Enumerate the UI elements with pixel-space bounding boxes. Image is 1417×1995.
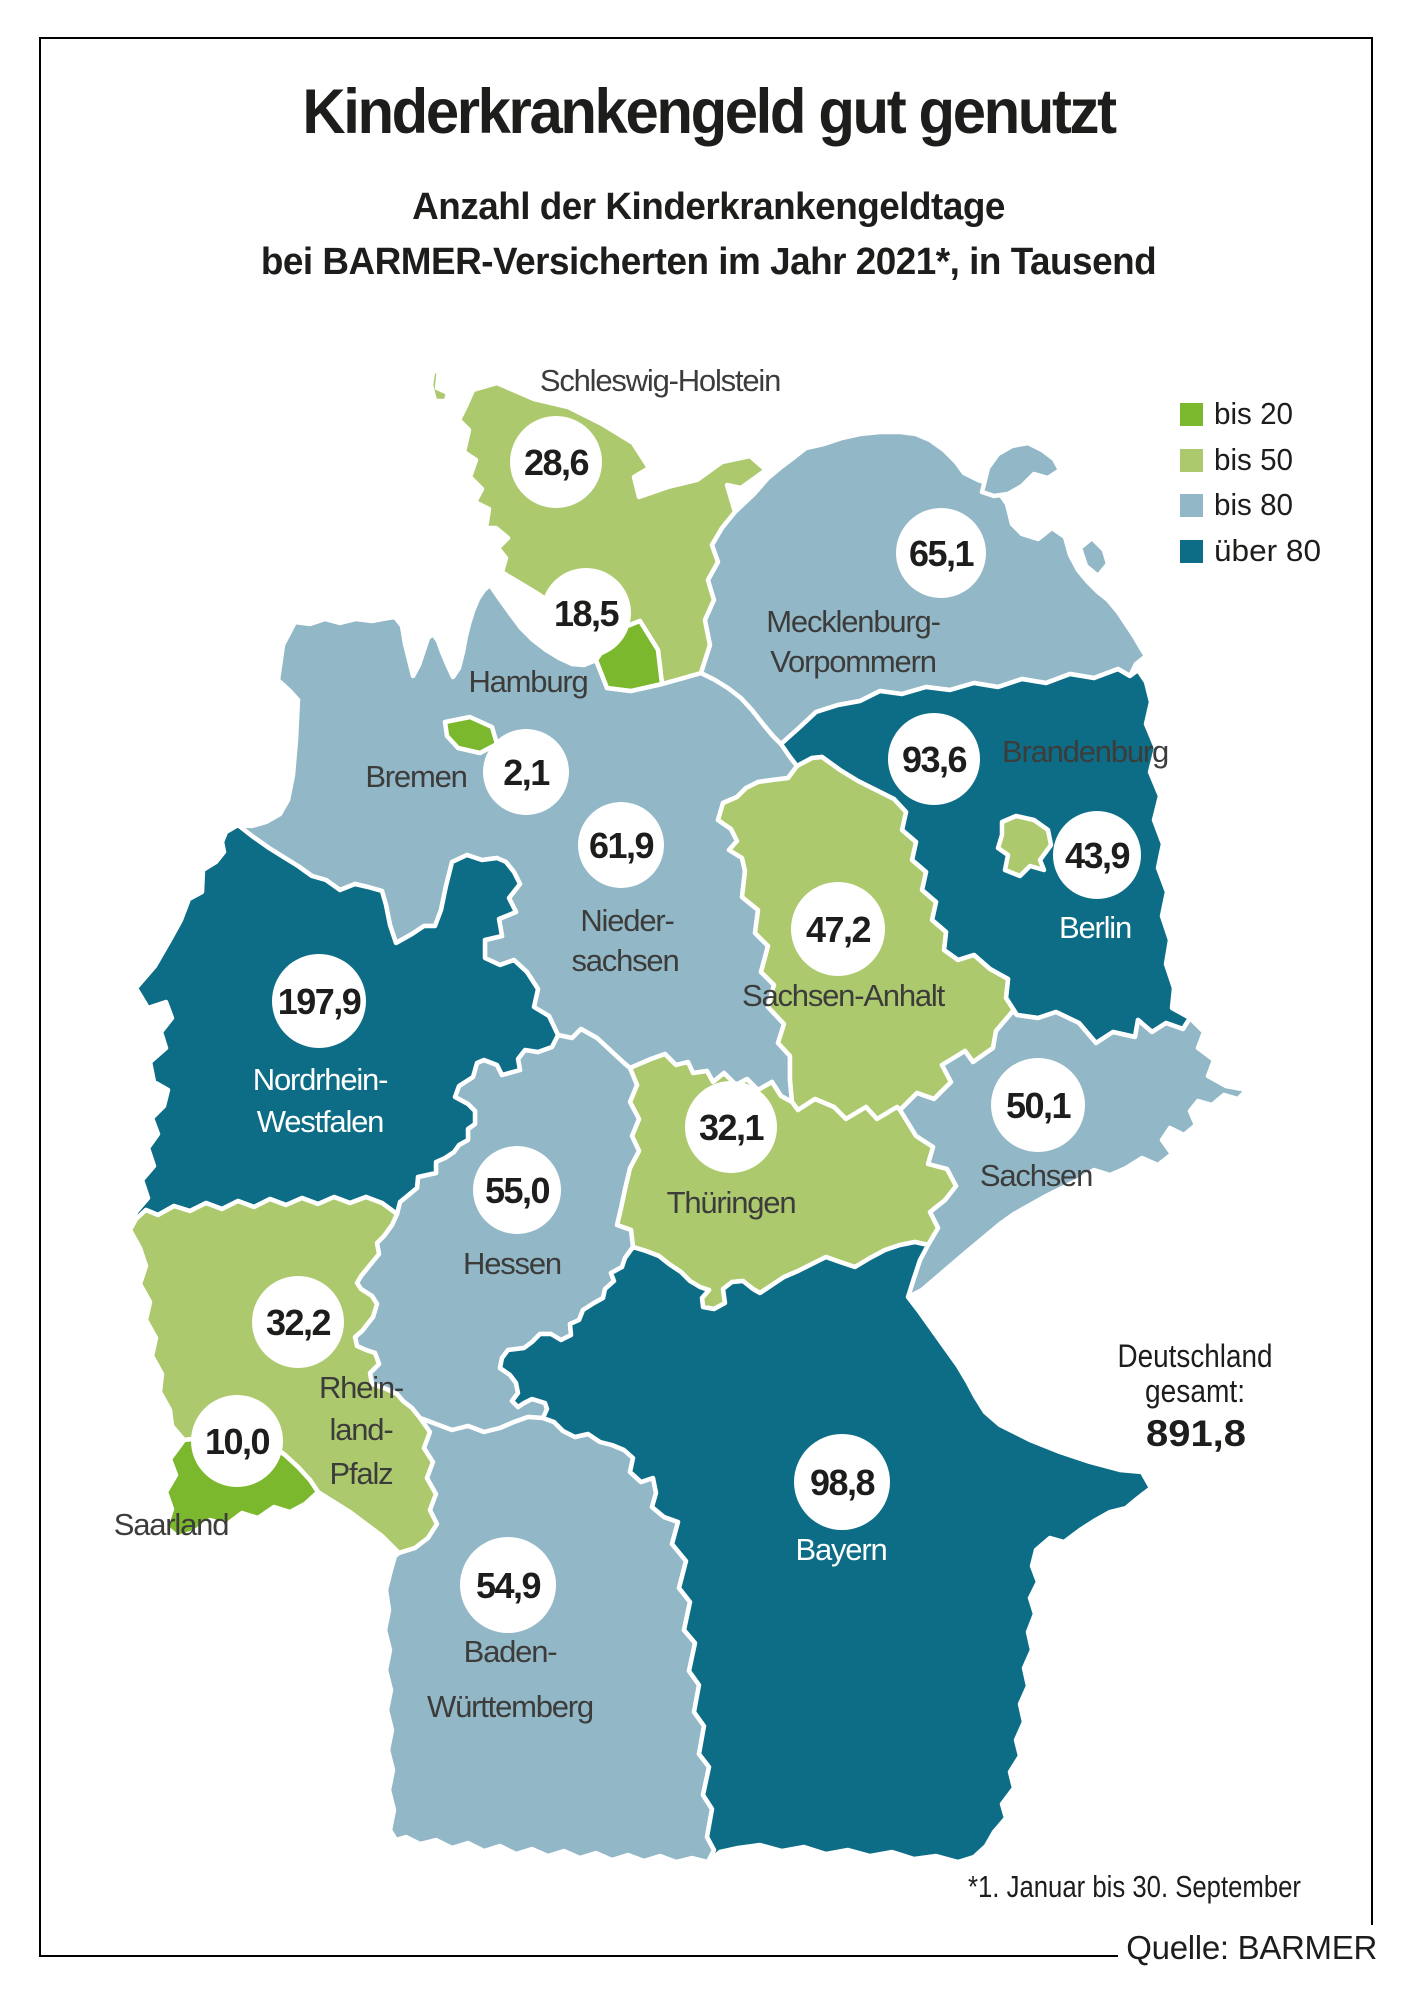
svg-text:Bremen: Bremen bbox=[365, 759, 466, 794]
svg-text:55,0: 55,0 bbox=[485, 1170, 550, 1211]
svg-text:32,2: 32,2 bbox=[266, 1302, 331, 1343]
svg-text:über 80: über 80 bbox=[1214, 533, 1321, 568]
svg-text:54,9: 54,9 bbox=[476, 1565, 541, 1606]
svg-text:93,6: 93,6 bbox=[902, 739, 967, 780]
svg-text:Thüringen: Thüringen bbox=[667, 1185, 796, 1220]
svg-text:Vorpommern: Vorpommern bbox=[770, 644, 935, 679]
svg-text:land-: land- bbox=[330, 1412, 393, 1447]
svg-text:18,5: 18,5 bbox=[554, 593, 620, 634]
svg-text:bis 20: bis 20 bbox=[1214, 396, 1293, 431]
svg-text:Bayern: Bayern bbox=[795, 1532, 886, 1567]
svg-text:Nieder-: Nieder- bbox=[580, 903, 673, 938]
svg-text:43,9: 43,9 bbox=[1065, 835, 1130, 876]
svg-text:Württemberg: Württemberg bbox=[427, 1689, 593, 1724]
svg-text:Westfalen: Westfalen bbox=[257, 1104, 383, 1139]
svg-text:Sachsen-Anhalt: Sachsen-Anhalt bbox=[742, 978, 946, 1013]
svg-text:61,9: 61,9 bbox=[589, 825, 654, 866]
svg-text:65,1: 65,1 bbox=[909, 533, 975, 574]
svg-text:Pfalz: Pfalz bbox=[330, 1456, 393, 1491]
svg-text:bis 50: bis 50 bbox=[1214, 442, 1293, 477]
svg-text:Schleswig-Holstein: Schleswig-Holstein bbox=[540, 363, 780, 398]
svg-text:Hamburg: Hamburg bbox=[468, 664, 587, 699]
svg-text:Rhein-: Rhein- bbox=[319, 1370, 403, 1405]
svg-text:*1. Januar bis 30. September: *1. Januar bis 30. September bbox=[968, 1869, 1301, 1904]
svg-text:32,1: 32,1 bbox=[699, 1107, 765, 1148]
svg-text:10,0: 10,0 bbox=[205, 1421, 270, 1462]
svg-text:2,1: 2,1 bbox=[503, 752, 550, 793]
svg-text:Hessen: Hessen bbox=[463, 1246, 561, 1281]
svg-text:28,6: 28,6 bbox=[524, 442, 589, 483]
svg-text:bis 80: bis 80 bbox=[1214, 487, 1293, 522]
svg-text:Brandenburg: Brandenburg bbox=[1002, 734, 1168, 769]
svg-text:sachsen: sachsen bbox=[571, 943, 678, 978]
svg-text:47,2: 47,2 bbox=[806, 909, 871, 950]
svg-text:98,8: 98,8 bbox=[810, 1462, 875, 1503]
svg-text:197,9: 197,9 bbox=[278, 981, 361, 1022]
svg-text:Berlin: Berlin bbox=[1059, 910, 1131, 945]
svg-text:50,1: 50,1 bbox=[1006, 1085, 1072, 1126]
svg-text:Saarland: Saarland bbox=[114, 1507, 229, 1542]
svg-text:891,8: 891,8 bbox=[1146, 1413, 1246, 1454]
svg-text:Baden-: Baden- bbox=[464, 1634, 557, 1669]
svg-text:Deutschland: Deutschland bbox=[1118, 1338, 1273, 1374]
svg-text:Sachsen: Sachsen bbox=[980, 1158, 1092, 1193]
svg-text:Nordrhein-: Nordrhein- bbox=[253, 1062, 387, 1097]
svg-text:gesamt:: gesamt: bbox=[1145, 1373, 1245, 1409]
svg-text:Mecklenburg-: Mecklenburg- bbox=[766, 604, 939, 639]
